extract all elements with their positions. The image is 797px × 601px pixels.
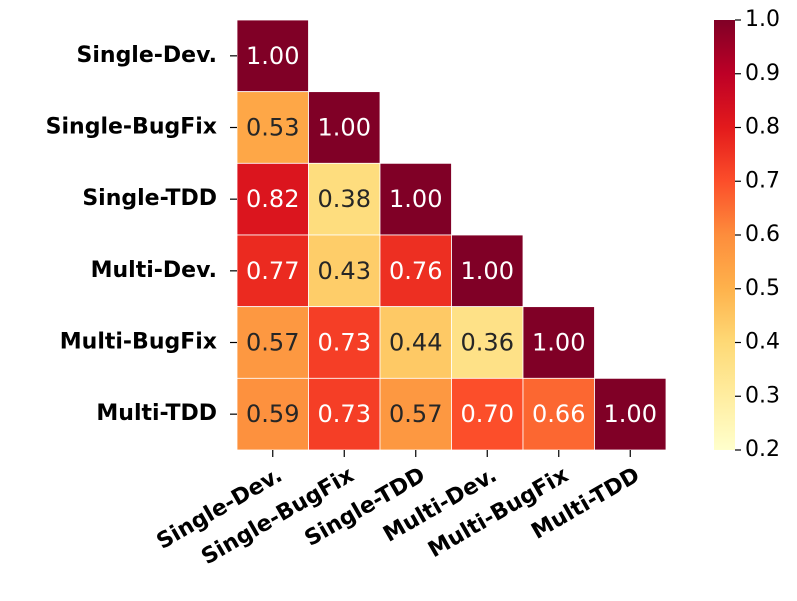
heatmap-cell (594, 377, 667, 451)
cell-label: 0.76 (389, 257, 442, 285)
colorbar-tick-label: 0.9 (745, 61, 780, 86)
heatmap-cell (236, 91, 309, 164)
y-tick-label: Multi-TDD (96, 401, 217, 426)
heatmap-cell (379, 377, 452, 451)
colorbar-tick-label: 0.2 (745, 437, 780, 462)
heatmap-cell (522, 306, 595, 379)
y-tick-label: Single-TDD (82, 186, 217, 211)
heatmap-cell (308, 306, 381, 379)
heatmap-cell (308, 234, 381, 308)
heatmap-cell (379, 162, 452, 236)
cell-label: 0.59 (246, 400, 299, 428)
cell-label: 0.38 (318, 185, 371, 213)
cell-label: 0.66 (532, 400, 585, 428)
heatmap-cell (236, 162, 309, 236)
heatmap-cell (308, 162, 381, 236)
cell-label: 1.00 (532, 329, 585, 357)
colorbar-tick-label: 0.5 (745, 276, 780, 301)
heatmap-cell (451, 377, 524, 451)
cell-label: 0.77 (246, 257, 299, 285)
cell-label: 0.43 (318, 257, 371, 285)
y-tick-label: Multi-BugFix (60, 330, 217, 355)
colorbar-tick-label: 0.6 (745, 222, 780, 247)
y-tick-label: Single-BugFix (46, 115, 217, 140)
cell-label: 0.73 (318, 400, 371, 428)
cell-label: 0.53 (246, 114, 299, 142)
cell-label: 0.57 (389, 400, 442, 428)
heatmap-cell (379, 306, 452, 379)
cell-label: 0.44 (389, 329, 442, 357)
heatmap-cell (308, 91, 381, 164)
heatmap-cell (522, 377, 595, 451)
y-tick-label: Multi-Dev. (91, 258, 217, 283)
cell-label: 0.82 (246, 185, 299, 213)
heatmap-cell (308, 377, 381, 451)
colorbar-tick-label: 0.3 (745, 383, 780, 408)
heatmap-cell (451, 306, 524, 379)
cell-label: 1.00 (604, 400, 657, 428)
colorbar-tick-label: 0.7 (745, 168, 780, 193)
cell-label: 1.00 (246, 42, 299, 70)
cell-label: 1.00 (461, 257, 514, 285)
cell-label: 1.00 (389, 185, 442, 213)
colorbar-tick-label: 0.4 (745, 330, 780, 355)
colorbar (714, 20, 735, 450)
heatmap-cell (451, 234, 524, 308)
cell-label: 0.73 (318, 329, 371, 357)
cell-label: 0.36 (461, 329, 514, 357)
heatmap-cell (236, 19, 309, 93)
cell-label: 0.57 (246, 329, 299, 357)
cell-label: 1.00 (318, 114, 371, 142)
colorbar-tick-label: 1.0 (745, 7, 780, 32)
y-tick-label: Single-Dev. (77, 43, 217, 68)
colorbar-tick-label: 0.8 (745, 115, 780, 140)
cell-label: 0.70 (461, 400, 514, 428)
